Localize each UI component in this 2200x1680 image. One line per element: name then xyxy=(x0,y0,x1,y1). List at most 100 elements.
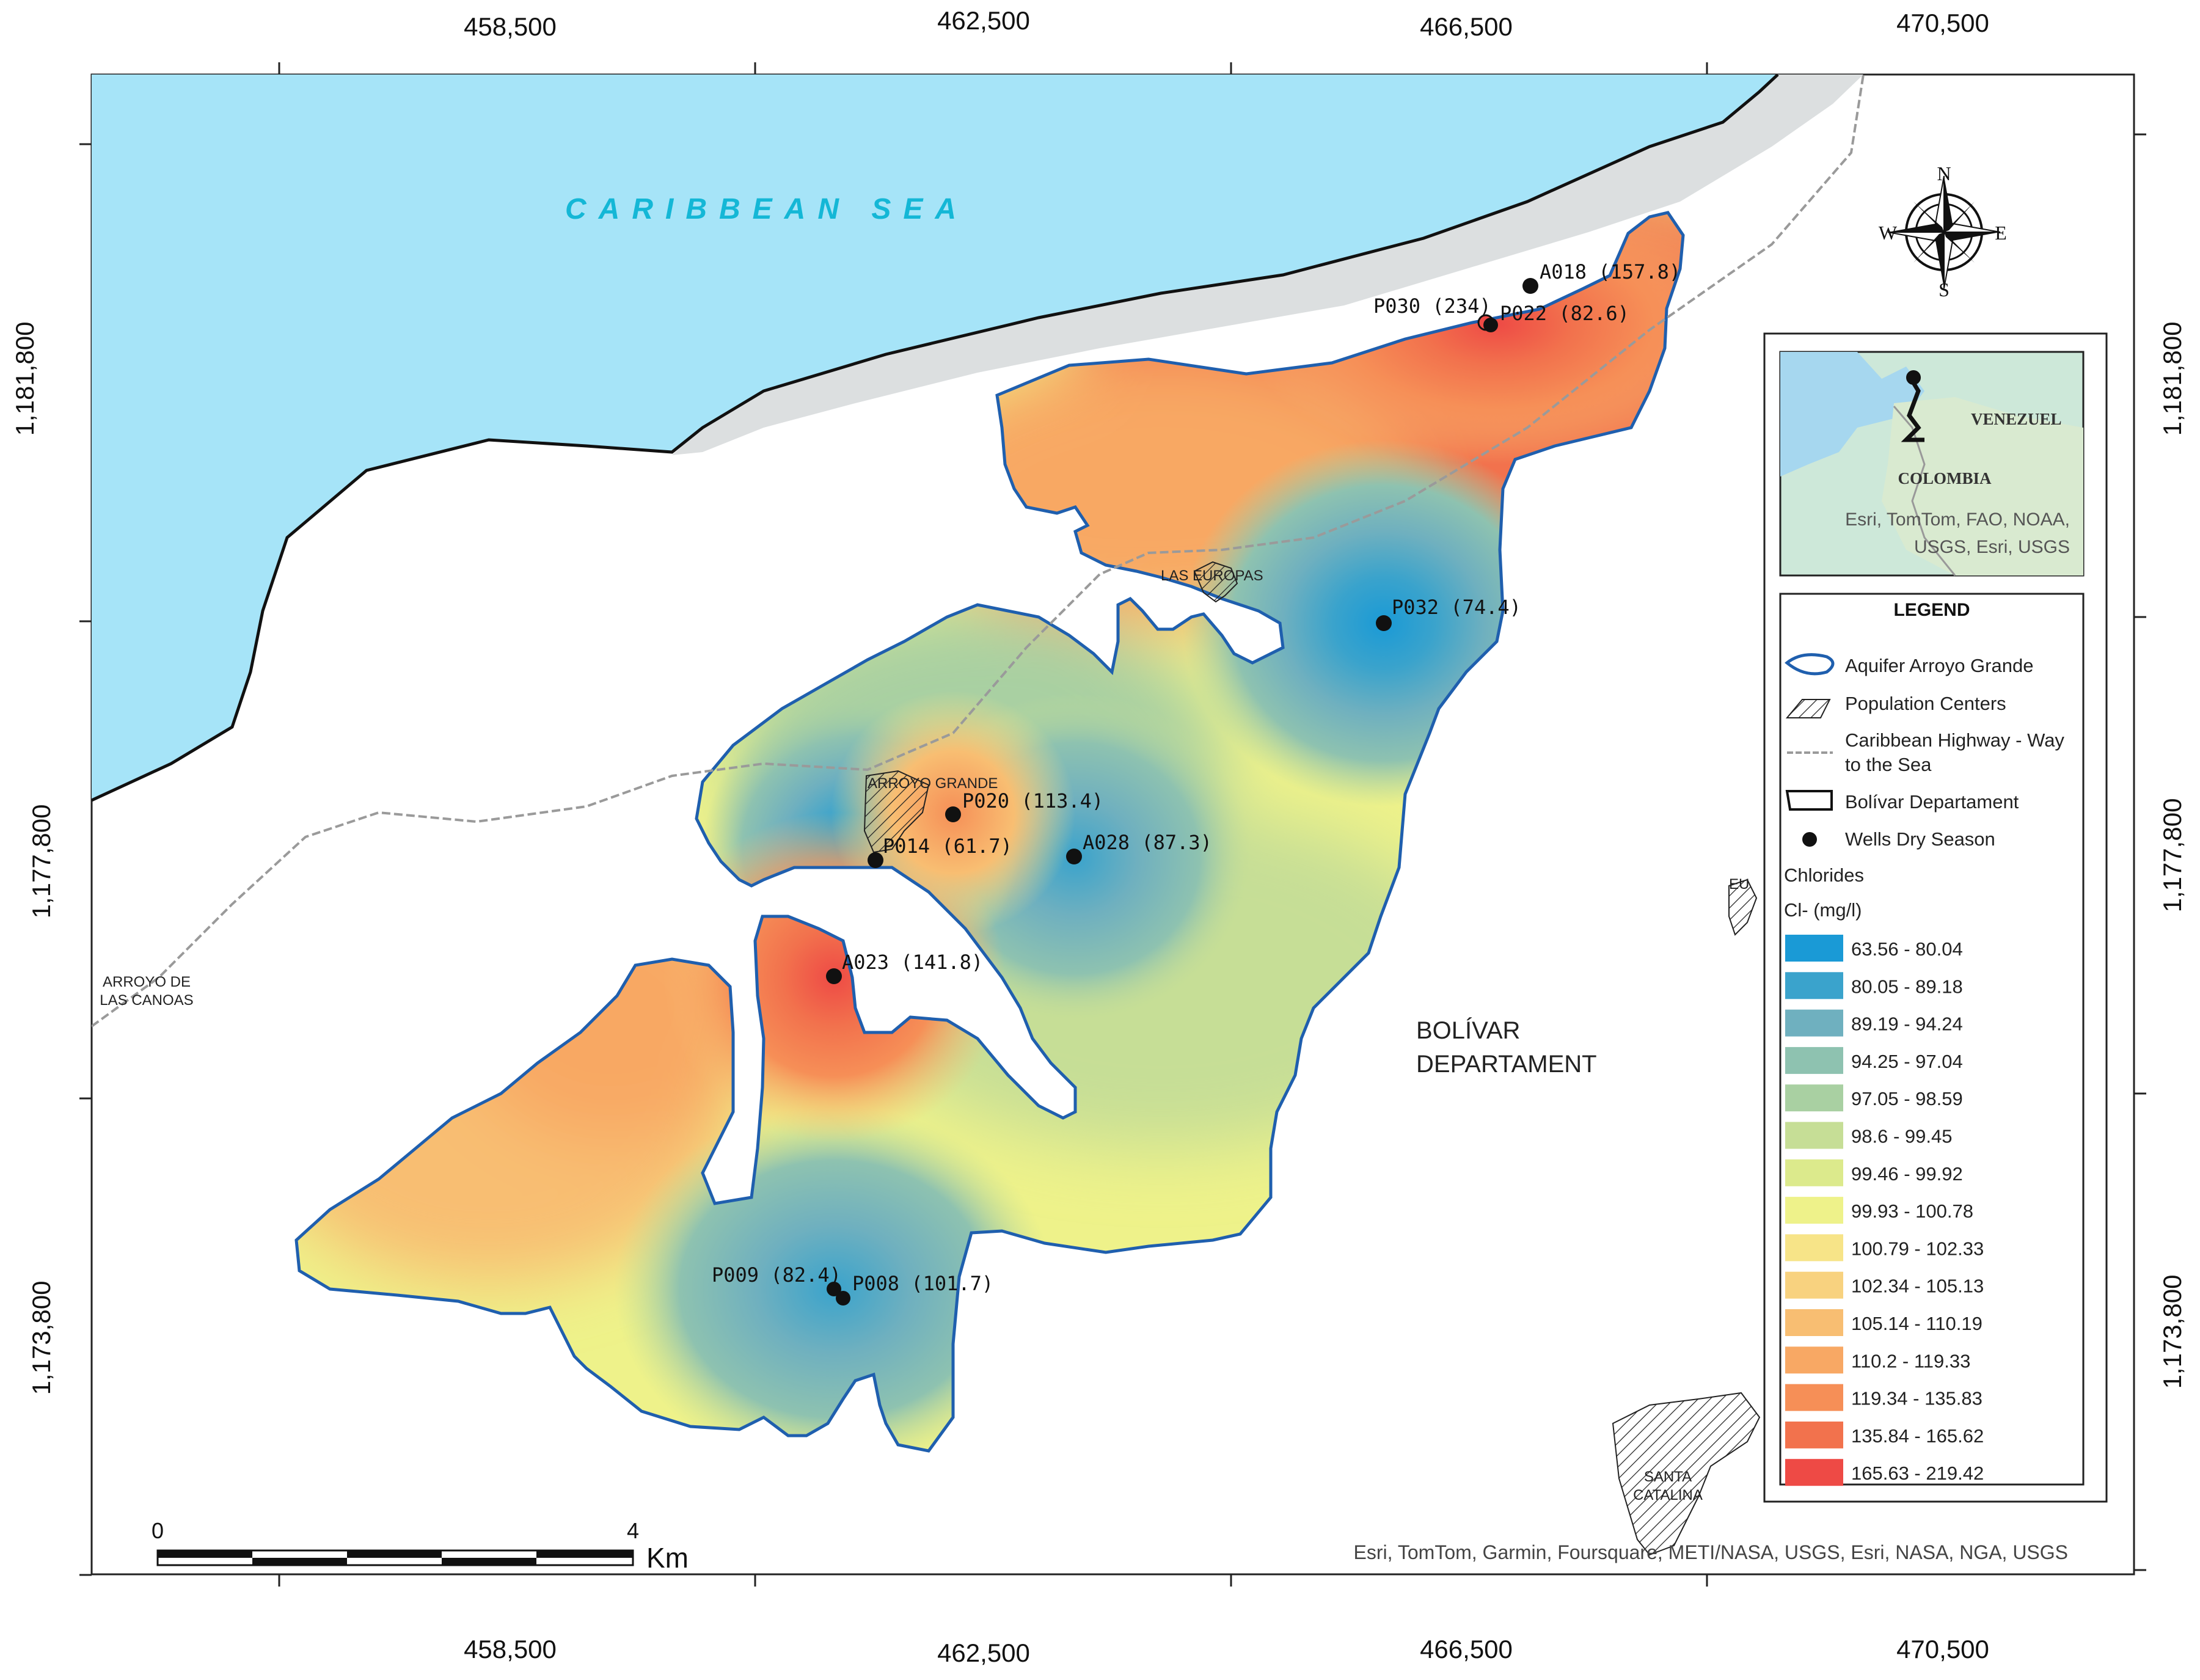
legend-class-swatch xyxy=(1785,1197,1843,1224)
legend-class-row: 102.34 - 105.13 xyxy=(1785,1271,1984,1299)
y-tick-right-3: 1,173,800 xyxy=(2158,1275,2187,1389)
legend-item-population: Population Centers xyxy=(1785,693,2006,718)
scale-start: 0 xyxy=(152,1518,164,1543)
legend-class-swatch xyxy=(1785,1046,1843,1074)
well-label-a018: A018 (157.8) xyxy=(1540,260,1681,283)
aquifer-symbol-icon xyxy=(1785,653,1835,676)
well-p020[interactable] xyxy=(945,806,961,822)
coastline xyxy=(92,75,1779,802)
compass-e: E xyxy=(1995,222,2007,244)
well-label-a023: A023 (141.8) xyxy=(842,951,983,974)
legend-class-swatch xyxy=(1785,1234,1843,1262)
town-label-eu: EU xyxy=(1729,876,1749,893)
x-tick-top-3: 466,500 xyxy=(1420,12,1513,41)
legend-class-label: 100.79 - 102.33 xyxy=(1851,1238,1984,1259)
department-symbol-icon xyxy=(1785,790,1833,811)
legend-label-department: Bolívar Departament xyxy=(1845,791,2019,813)
legend-label-wells: Wells Dry Season xyxy=(1845,828,1995,850)
aquifer-outline xyxy=(294,211,1685,1453)
legend-class-row: 105.14 - 110.19 xyxy=(1785,1309,1983,1336)
town-label-santa-catalina-2: CATALINA xyxy=(1633,1487,1703,1503)
well-label-a028: A028 (87.3) xyxy=(1083,831,1212,854)
legend-chlorides-unit: Cl- (mg/l) xyxy=(1784,899,1862,921)
legend-class-row: 135.84 - 165.62 xyxy=(1785,1421,1984,1448)
legend-label-population: Population Centers xyxy=(1845,693,2006,714)
legend-class-swatch xyxy=(1785,1346,1843,1374)
well-label-p032: P032 (74.4) xyxy=(1392,596,1521,619)
well-p022[interactable] xyxy=(1483,318,1498,332)
department-label-2: DEPARTAMENT xyxy=(1416,1051,1597,1078)
legend-class-row: 99.93 - 100.78 xyxy=(1785,1197,1973,1224)
legend-class-swatch xyxy=(1785,972,1843,999)
inset-label-venezuela: VENEZUEL xyxy=(1971,410,2062,428)
well-label-p020: P020 (113.4) xyxy=(962,789,1103,813)
legend-class-label: 99.93 - 100.78 xyxy=(1851,1200,1973,1222)
legend-class-swatch xyxy=(1785,1009,1843,1037)
legend-class-swatch xyxy=(1785,1084,1843,1112)
town-label-arroyo-canoas-2: LAS CANOAS xyxy=(100,992,193,1009)
map-attribution: Esri, TomTom, Garmin, Foursquare, METI/N… xyxy=(1354,1541,2068,1563)
well-p014[interactable] xyxy=(868,852,883,868)
x-tick-bottom-1: 458,500 xyxy=(464,1635,557,1664)
well-label-p009: P009 (82.4) xyxy=(712,1263,841,1287)
x-tick-bottom-4: 470,500 xyxy=(1896,1635,1989,1664)
well-p009[interactable] xyxy=(827,1282,841,1296)
population-center-santa-catalina xyxy=(1612,1392,1761,1556)
legend-class-label: 102.34 - 105.13 xyxy=(1851,1276,1984,1297)
inset-label-colombia: COLOMBIA xyxy=(1898,469,1992,488)
legend-class-row: 165.63 - 219.42 xyxy=(1785,1459,1984,1486)
legend-class-label: 119.34 - 135.83 xyxy=(1851,1388,1983,1409)
town-label-arroyo-canoas-1: ARROYO DE xyxy=(103,974,191,990)
well-label-p022: P022 (82.6) xyxy=(1500,302,1629,325)
frame-ticks xyxy=(79,62,2146,1587)
legend-class-label: 63.56 - 80.04 xyxy=(1851,938,1963,960)
legend-class-row: 110.2 - 119.33 xyxy=(1785,1346,1970,1374)
legend-class-label: 110.2 - 119.33 xyxy=(1851,1350,1970,1371)
compass-n: N xyxy=(1937,163,1951,184)
well-a023[interactable] xyxy=(826,968,842,984)
x-tick-top-4: 470,500 xyxy=(1896,9,1989,37)
legend-class-label: 98.6 - 99.45 xyxy=(1851,1126,1952,1147)
legend-class-swatch xyxy=(1785,1122,1843,1149)
legend-class-swatch xyxy=(1785,1309,1843,1336)
population-center-arroyo-grande xyxy=(863,770,930,853)
compass-rose-icon xyxy=(1887,175,2001,289)
well-a018[interactable] xyxy=(1522,278,1538,294)
legend-class-label: 94.25 - 97.04 xyxy=(1851,1051,1963,1072)
legend-item-department: Bolívar Departament xyxy=(1785,790,2019,813)
legend-class-label: 99.46 - 99.92 xyxy=(1851,1163,1963,1185)
inset-attribution-1: Esri, TomTom, FAO, NOAA, xyxy=(1845,509,2070,530)
sea-label: CARIBBEAN SEA xyxy=(565,193,968,225)
caribbean-sea xyxy=(92,75,1778,800)
well-p008[interactable] xyxy=(836,1291,850,1306)
town-label-santa-catalina-1: SANTA xyxy=(1644,1469,1692,1485)
y-tick-left-1: 1,181,800 xyxy=(10,322,39,436)
y-tick-left-3: 1,173,800 xyxy=(27,1281,56,1395)
legend-class-row: 119.34 - 135.83 xyxy=(1785,1384,1983,1411)
legend-class-row: 63.56 - 80.04 xyxy=(1785,935,1963,962)
legend-class-swatch xyxy=(1785,1459,1843,1486)
town-label-las-europas: LAS EUROPAS xyxy=(1161,568,1263,584)
legend-class-label: 135.84 - 165.62 xyxy=(1851,1425,1984,1447)
legend-chlorides-title: Chlorides xyxy=(1784,864,1864,886)
y-tick-right-1: 1,181,800 xyxy=(2158,322,2187,436)
population-center-las-europas xyxy=(1193,561,1238,603)
well-symbol-icon xyxy=(1802,832,1817,847)
legend-class-label: 97.05 - 98.59 xyxy=(1851,1088,1963,1109)
inset-map: VENEZUEL COLOMBIA Esri, TomTom, FAO, NOA… xyxy=(1779,351,2085,577)
scale-unit: Km xyxy=(646,1542,689,1574)
well-label-p030: P030 (234) xyxy=(1373,294,1491,318)
population-symbol-icon xyxy=(1785,699,1831,718)
legend-class-swatch xyxy=(1785,1271,1843,1299)
x-tick-top-2: 462,500 xyxy=(937,6,1030,35)
well-p032[interactable] xyxy=(1376,615,1392,631)
x-tick-bottom-3: 466,500 xyxy=(1420,1635,1513,1664)
well-label-p014: P014 (61.7) xyxy=(883,835,1012,858)
wells-layer: A018 (157.8) P030 (234) P022 (82.6) P032… xyxy=(712,260,1681,1306)
well-label-p008: P008 (101.7) xyxy=(852,1272,993,1295)
well-a028[interactable] xyxy=(1066,849,1082,864)
legend-label-aquifer: Aquifer Arroyo Grande xyxy=(1845,655,2033,676)
legend-classes: 63.56 - 80.04 80.05 - 89.18 89.19 - 94.24 9… xyxy=(1785,935,1984,1486)
